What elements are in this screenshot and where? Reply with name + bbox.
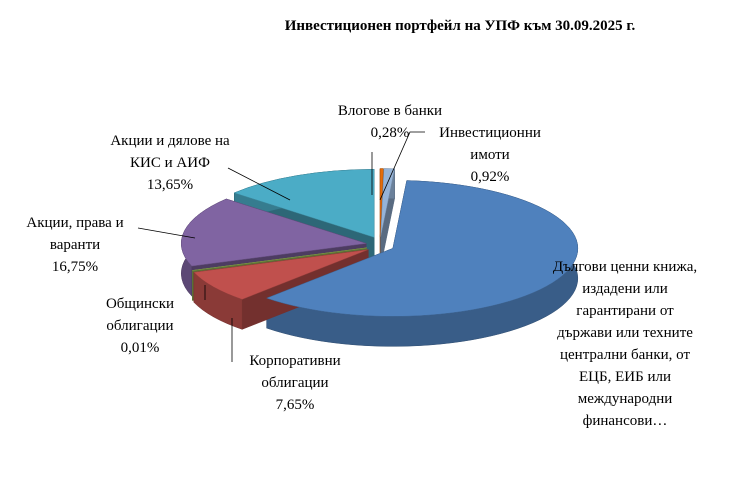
category-label: Акции, права и варанти bbox=[26, 215, 124, 253]
chart-title: Инвестиционен портфейл на УПФ към 30.09.… bbox=[284, 18, 636, 34]
slice bbox=[191, 247, 367, 271]
slice bbox=[379, 168, 384, 237]
slice-label: Акции и дялове на КИС и АИФ 13,65% bbox=[95, 130, 245, 196]
value-label: 16,75% bbox=[51, 259, 99, 275]
slice bbox=[181, 198, 367, 267]
slice bbox=[193, 249, 369, 300]
slice-label: Корпоративни облигации 7,65% bbox=[230, 350, 360, 416]
category-label: Акции и дялове на КИС и АИФ bbox=[110, 133, 230, 171]
category-label: Дългови ценни книжа, издадени или гарант… bbox=[552, 259, 698, 429]
value-label: 0,01% bbox=[120, 340, 160, 356]
leader-line bbox=[379, 131, 425, 201]
slice bbox=[233, 169, 375, 238]
category-label: Влогове в банки bbox=[337, 103, 443, 119]
slice-label: Инвестиционни имоти 0,92% bbox=[425, 122, 555, 188]
slice bbox=[265, 180, 579, 317]
slice-label: Дългови ценни книжа, издадени или гарант… bbox=[553, 256, 698, 432]
slice-label: Влогове в банки 0,28% bbox=[310, 100, 470, 144]
value-label: 0,28% bbox=[370, 125, 410, 141]
value-label: 0,92% bbox=[470, 169, 510, 185]
slice bbox=[380, 168, 395, 237]
category-label: Общински облигации bbox=[105, 296, 175, 334]
category-label: Корпоративни облигации bbox=[249, 353, 341, 391]
leader-line bbox=[227, 167, 291, 201]
slice-label: Акции, права и варанти 16,75% bbox=[5, 212, 145, 278]
leader-line bbox=[137, 227, 196, 239]
value-label: 7,65% bbox=[275, 397, 315, 413]
category-label: Инвестиционни имоти bbox=[439, 125, 541, 163]
value-label: 13,65% bbox=[146, 177, 194, 193]
slice-label: Общински облигации 0,01% bbox=[83, 293, 198, 359]
